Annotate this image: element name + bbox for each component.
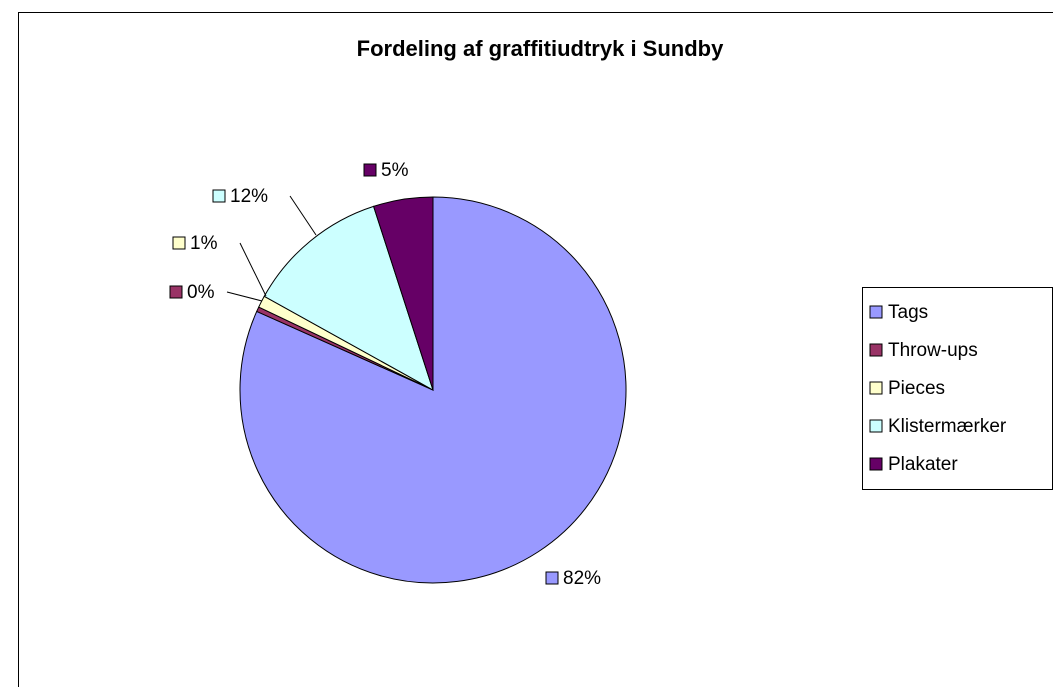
legend-label: Throw-ups (888, 340, 978, 361)
legend-swatch (870, 420, 882, 432)
data-label: 82% (563, 568, 601, 589)
legend-swatch (870, 344, 882, 356)
label-swatch (546, 572, 558, 584)
data-label: 12% (230, 186, 268, 207)
legend-label: Klistermærker (888, 416, 1007, 437)
label-swatch (364, 164, 376, 176)
legend-swatch (870, 306, 882, 318)
label-swatch (173, 237, 185, 249)
legend-swatch (870, 458, 882, 470)
chart-title: Fordeling af graffitiudtryk i Sundby (357, 36, 724, 61)
legend-label: Tags (888, 302, 928, 323)
data-label: 1% (190, 233, 218, 254)
data-label: 0% (187, 282, 215, 303)
legend-swatch (870, 382, 882, 394)
legend-label: Plakater (888, 454, 958, 475)
label-swatch (213, 190, 225, 202)
legend-label: Pieces (888, 378, 945, 399)
data-label: 5% (381, 160, 409, 181)
label-swatch (170, 286, 182, 298)
